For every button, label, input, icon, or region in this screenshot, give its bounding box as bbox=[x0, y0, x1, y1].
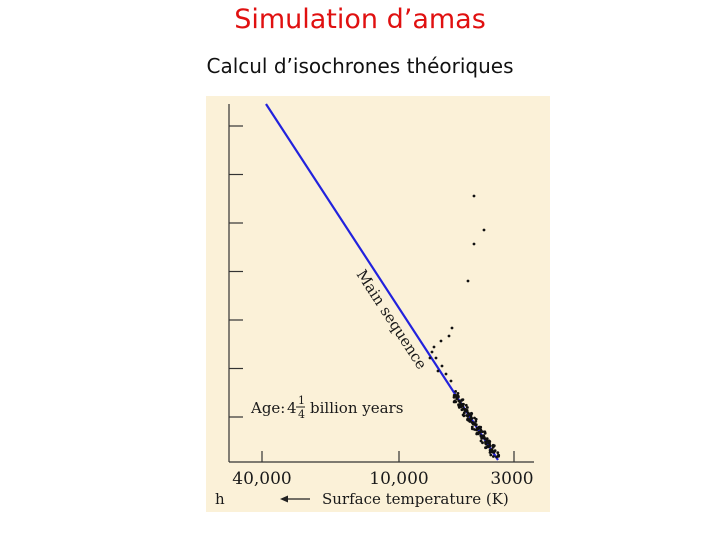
star-point bbox=[474, 417, 478, 421]
star-point bbox=[456, 392, 460, 395]
star-point bbox=[457, 406, 461, 409]
star-point bbox=[468, 412, 471, 416]
star-point bbox=[490, 448, 494, 452]
star-point bbox=[455, 397, 459, 401]
star-point bbox=[489, 453, 493, 457]
star-point bbox=[458, 400, 462, 404]
star-point bbox=[480, 434, 483, 438]
x-tick-label-40000: 40,000 bbox=[232, 469, 291, 489]
star-point bbox=[488, 444, 492, 448]
cluster-stars bbox=[428, 194, 501, 459]
star-point bbox=[482, 228, 486, 232]
star-point bbox=[474, 423, 478, 426]
star-point bbox=[466, 414, 470, 418]
star-point bbox=[454, 390, 457, 393]
hr-diagram-svg: 40,000 10,000 3000 h Surface temperature… bbox=[206, 96, 550, 512]
star-point bbox=[459, 402, 462, 406]
star-point bbox=[481, 441, 484, 445]
star-point bbox=[472, 194, 476, 198]
star-point bbox=[463, 409, 467, 412]
star-point bbox=[466, 279, 470, 283]
star-point bbox=[484, 440, 487, 444]
star-point bbox=[485, 437, 489, 440]
star-point bbox=[484, 442, 488, 446]
star-point bbox=[496, 451, 500, 454]
star-point bbox=[464, 403, 468, 407]
star-point bbox=[449, 379, 453, 383]
star-point bbox=[440, 364, 444, 368]
star-point bbox=[462, 414, 466, 418]
x-axis-left-fragment: h bbox=[215, 490, 225, 508]
star-point bbox=[493, 449, 497, 453]
star-point bbox=[487, 439, 491, 443]
plot-background bbox=[206, 96, 550, 512]
x-tick-label-10000: 10,000 bbox=[369, 469, 428, 489]
star-point bbox=[460, 398, 464, 402]
star-point bbox=[430, 350, 434, 354]
star-point bbox=[444, 372, 448, 376]
star-point bbox=[477, 430, 481, 434]
star-point bbox=[471, 421, 475, 425]
slide-title: Simulation d’amas bbox=[234, 4, 486, 35]
star-point bbox=[483, 431, 487, 435]
star-point bbox=[474, 420, 478, 423]
star-point bbox=[497, 453, 500, 457]
star-point bbox=[454, 400, 458, 404]
age-fraction-numerator: 1 bbox=[298, 394, 305, 407]
age-prefix: Age: bbox=[250, 399, 285, 417]
star-point bbox=[450, 326, 454, 330]
x-axis-label: Surface temperature (K) bbox=[322, 490, 509, 508]
star-point bbox=[475, 428, 478, 432]
star-point bbox=[462, 402, 465, 406]
star-point bbox=[439, 339, 443, 343]
star-point bbox=[436, 369, 440, 373]
star-point bbox=[467, 417, 470, 421]
slide-subtitle: Calcul d’isochrones théoriques bbox=[206, 54, 514, 78]
star-point bbox=[428, 356, 432, 360]
arrow-left-icon bbox=[280, 495, 288, 503]
star-point bbox=[491, 445, 495, 449]
star-point bbox=[472, 242, 476, 246]
star-point bbox=[434, 356, 438, 360]
age-whole: 4 bbox=[287, 399, 297, 417]
hr-diagram-figure: 40,000 10,000 3000 h Surface temperature… bbox=[206, 96, 550, 512]
star-point bbox=[468, 420, 472, 423]
star-point bbox=[432, 345, 436, 349]
star-point bbox=[461, 407, 465, 411]
x-tick-label-3000: 3000 bbox=[490, 469, 533, 489]
star-point bbox=[466, 406, 469, 409]
age-suffix: billion years bbox=[310, 399, 403, 417]
y-ticks bbox=[229, 125, 243, 418]
star-point bbox=[482, 435, 486, 439]
star-point bbox=[470, 427, 474, 431]
star-point bbox=[488, 451, 492, 454]
star-point bbox=[447, 334, 451, 338]
star-point bbox=[453, 395, 456, 398]
age-fraction-denominator: 4 bbox=[298, 408, 305, 421]
star-point bbox=[479, 428, 483, 432]
star-point bbox=[469, 416, 473, 420]
star-point bbox=[492, 455, 495, 458]
star-point bbox=[481, 430, 484, 433]
